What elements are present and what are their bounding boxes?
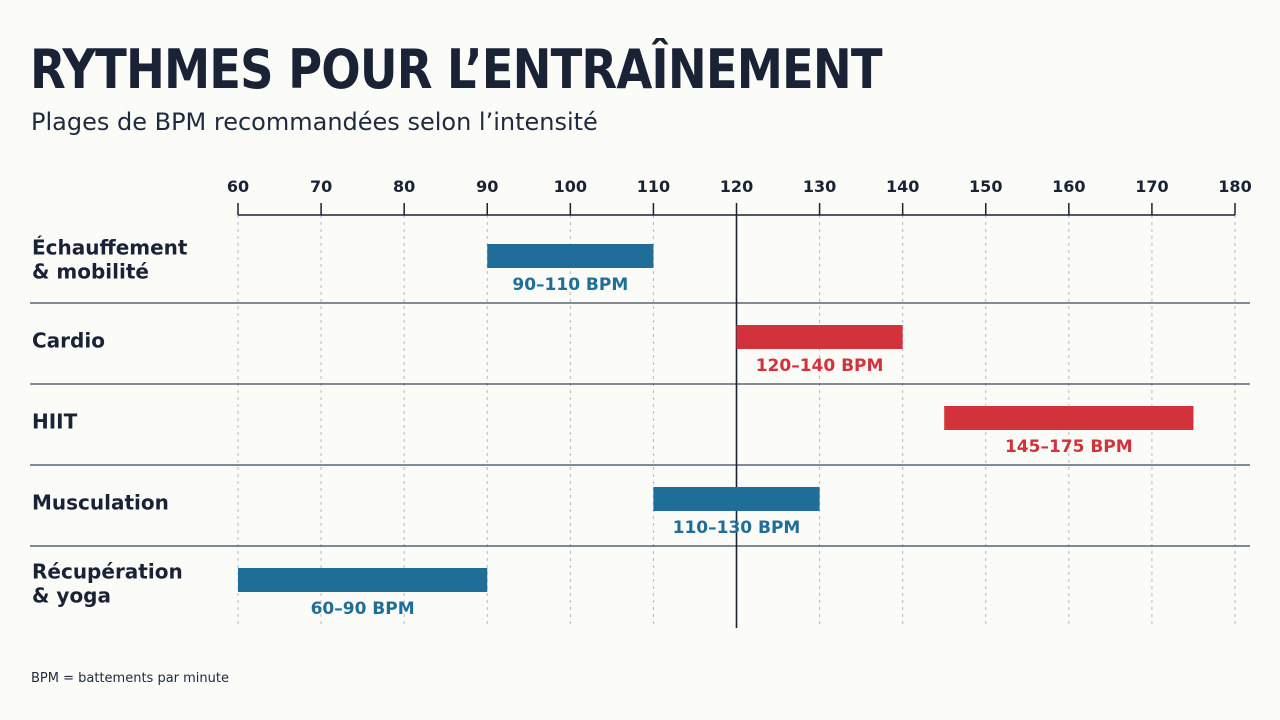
category-label-line: Cardio <box>32 329 105 353</box>
x-tick-label: 130 <box>803 177 836 196</box>
chart-title: RYTHMES POUR L’ENTRAÎNEMENT <box>30 38 883 101</box>
bar-value-label: 145–175 BPM <box>1005 437 1133 457</box>
bar-value-label: 120–140 BPM <box>756 356 884 376</box>
category-label-line: Récupération <box>32 560 183 584</box>
category-label-line: Musculation <box>32 491 169 515</box>
range-bar <box>944 406 1194 430</box>
category-label-line: & yoga <box>32 584 111 608</box>
x-tick-label: 110 <box>637 177 670 196</box>
x-tick-label: 160 <box>1052 177 1085 196</box>
x-tick-label: 90 <box>476 177 498 196</box>
x-tick-label: 180 <box>1218 177 1251 196</box>
bar-value-label: 60–90 BPM <box>311 599 415 619</box>
category-label-line: HIIT <box>32 410 78 434</box>
category-label: Cardio <box>32 329 105 353</box>
footnote: BPM = battements par minute <box>31 671 229 686</box>
range-bar <box>487 244 654 268</box>
x-tick-label: 100 <box>554 177 587 196</box>
range-bar <box>238 568 488 592</box>
category-label: Musculation <box>32 491 169 515</box>
range-bar <box>736 325 903 349</box>
category-label-line: Échauffement <box>32 236 188 260</box>
category-label: HIIT <box>32 410 78 434</box>
x-tick-label: 60 <box>227 177 249 196</box>
x-tick-label: 120 <box>720 177 753 196</box>
bar-value-label: 90–110 BPM <box>512 275 628 295</box>
chart-subtitle: Plages de BPM recommandées selon l’inten… <box>31 108 598 136</box>
x-tick-label: 70 <box>310 177 332 196</box>
range-bar <box>653 487 820 511</box>
x-tick-label: 150 <box>969 177 1002 196</box>
x-tick-label: 80 <box>393 177 415 196</box>
x-tick-label: 170 <box>1135 177 1168 196</box>
category-label-line: & mobilité <box>32 260 149 284</box>
bar-value-label: 110–130 BPM <box>673 518 801 538</box>
x-tick-label: 140 <box>886 177 919 196</box>
category-label: Récupération & yoga <box>32 560 183 608</box>
category-label: Échauffement & mobilité <box>32 236 188 284</box>
